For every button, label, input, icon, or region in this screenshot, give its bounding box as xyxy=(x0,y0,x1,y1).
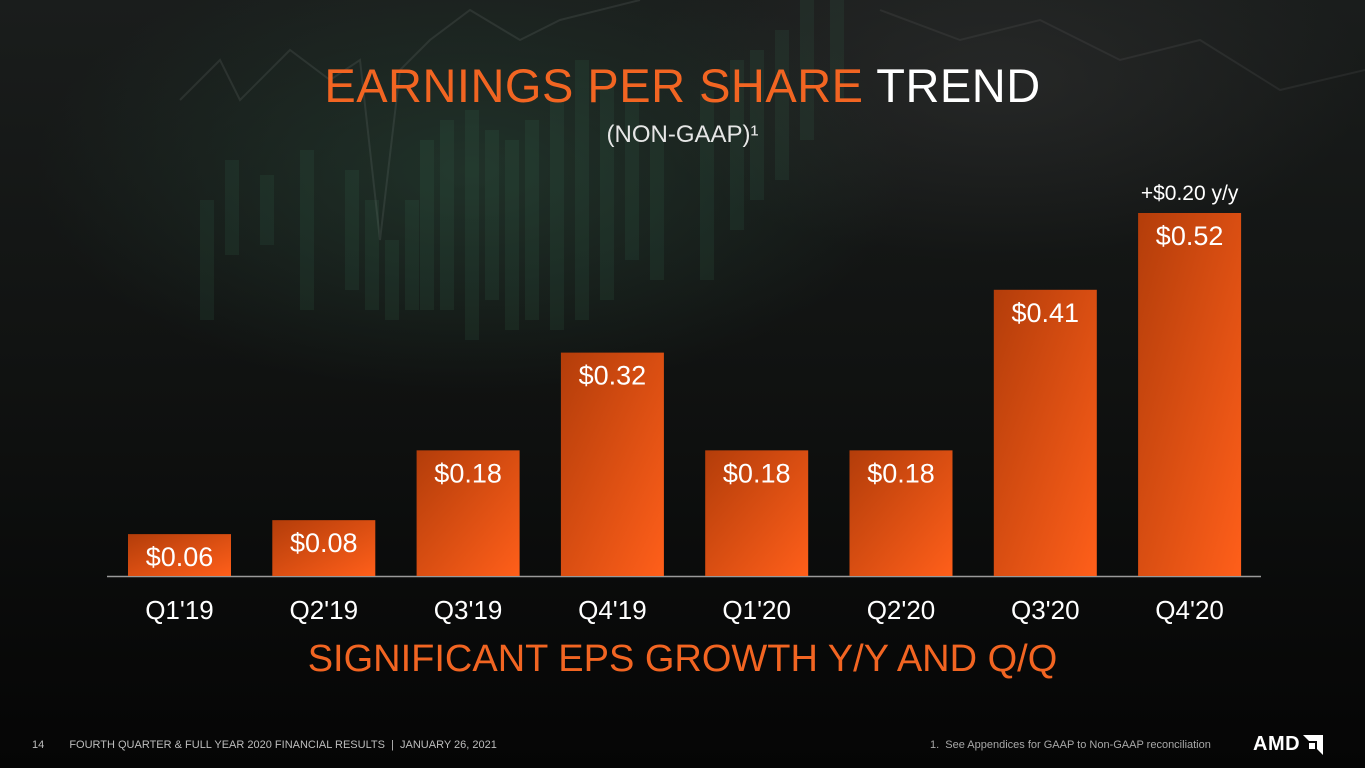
data-label: $0.41 xyxy=(1012,298,1080,328)
bg-candle xyxy=(420,140,434,310)
bar-Q1'19 xyxy=(128,534,231,576)
bar-Q1'20 xyxy=(705,450,809,576)
bg-candle xyxy=(260,175,274,245)
data-label: $0.32 xyxy=(579,361,647,391)
bg-candle xyxy=(345,170,359,290)
bg-candle xyxy=(550,100,564,330)
bg-candle xyxy=(575,60,589,320)
bar-Q2'19 xyxy=(272,520,376,576)
yoy-annotation: +$0.20 y/y xyxy=(1141,182,1239,205)
logo-text: AMD xyxy=(1253,733,1301,755)
data-label: $0.18 xyxy=(723,458,791,488)
bar-Q2'20 xyxy=(849,450,953,576)
x-tick-label: Q2'19 xyxy=(290,595,359,625)
footer-left: 14 FOURTH QUARTER & FULL YEAR 2020 FINAN… xyxy=(32,739,497,751)
data-label: $0.06 xyxy=(146,542,214,572)
slide-subtitle: (NON-GAAP)¹ xyxy=(606,121,759,148)
bg-candle xyxy=(830,0,844,100)
bg-candle xyxy=(405,200,419,310)
title-accent: EARNINGS PER SHARE xyxy=(324,59,864,112)
amd-logo: AMD xyxy=(1253,733,1324,756)
bg-candle xyxy=(300,150,314,310)
x-tick-label: Q4'20 xyxy=(1155,595,1224,625)
data-label: $0.18 xyxy=(434,458,502,488)
bg-candle xyxy=(365,200,379,310)
bar-Q3'20 xyxy=(993,289,1097,576)
data-label: $0.52 xyxy=(1156,221,1224,251)
footer-title: FOURTH QUARTER & FULL YEAR 2020 FINANCIA… xyxy=(69,739,497,751)
bg-candle xyxy=(625,100,639,260)
bg-candle xyxy=(800,0,814,140)
title-plain: TREND xyxy=(876,59,1041,112)
bar-Q4'20 xyxy=(1138,213,1242,576)
bg-trend-line xyxy=(179,0,641,241)
x-tick-label: Q4'19 xyxy=(578,595,647,625)
bar-Q4'19 xyxy=(560,352,664,576)
bg-candle xyxy=(505,140,519,330)
bg-candle xyxy=(525,120,539,320)
bg-candle xyxy=(775,30,789,180)
bg-trend-line xyxy=(879,9,1365,92)
bg-candle xyxy=(465,110,479,340)
bg-candle xyxy=(200,200,214,320)
bg-candle xyxy=(600,80,614,300)
page-number: 14 xyxy=(32,739,45,751)
bg-candle xyxy=(485,130,499,300)
x-tick-label: Q1'20 xyxy=(722,595,791,625)
bg-candle xyxy=(650,130,664,280)
bg-candle xyxy=(750,50,764,200)
bar-Q3'19 xyxy=(416,450,520,576)
footnote: 1. See Appendices for GAAP to Non-GAAP r… xyxy=(930,739,1211,751)
x-tick-label: Q1'19 xyxy=(145,595,214,625)
bg-candle xyxy=(730,60,744,230)
x-tick-label: Q3'20 xyxy=(1011,595,1080,625)
x-tick-label: Q2'20 xyxy=(867,595,936,625)
bg-candle xyxy=(700,90,714,280)
data-label: $0.08 xyxy=(290,528,358,558)
tagline: SIGNIFICANT EPS GROWTH Y/Y AND Q/Q xyxy=(307,638,1058,680)
slide-title: EARNINGS PER SHARE TREND xyxy=(0,58,1365,113)
bg-candle xyxy=(225,160,239,255)
bg-candle xyxy=(385,240,399,320)
x-tick-label: Q3'19 xyxy=(434,595,503,625)
data-label: $0.18 xyxy=(867,458,935,488)
bg-candle xyxy=(440,120,454,310)
amd-arrow-icon xyxy=(1303,734,1324,755)
